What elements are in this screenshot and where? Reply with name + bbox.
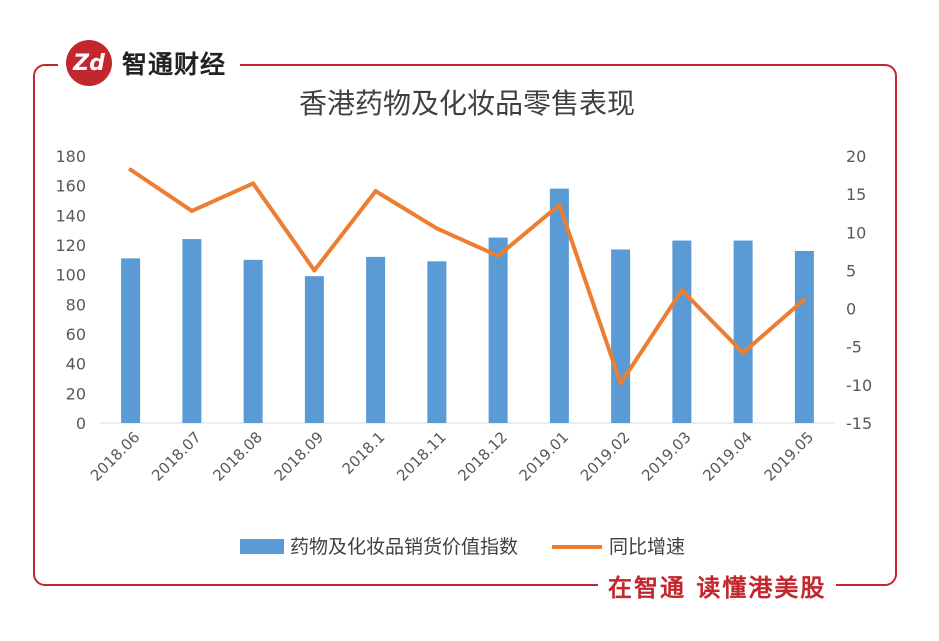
y-right-tick-label: 10 (846, 223, 866, 242)
bar (121, 258, 141, 423)
x-tick-label: 2019.05 (761, 428, 818, 485)
line-point (496, 253, 501, 258)
line-series (128, 167, 807, 386)
legend: 药物及化妆品销货价值指数 同比增速 (240, 536, 685, 558)
line-point (679, 288, 684, 293)
x-tick-label: 2018.1 (339, 428, 389, 478)
bar (549, 188, 569, 423)
y-left-tick-label: 0 (76, 414, 86, 433)
x-tick-label: 2018.08 (209, 428, 266, 485)
x-tick-label: 2018.09 (271, 428, 328, 485)
x-tick-label: 2018.11 (393, 428, 450, 485)
line-point (189, 208, 194, 213)
y-right-tick-label: -10 (846, 376, 872, 395)
x-tick-labels: 2018.06 2018.07 2018.08 2018.09 2018.1 2018.1… (87, 428, 817, 485)
bar-series (121, 188, 814, 423)
brand-logo-icon: Zd (66, 40, 112, 86)
y-right-tick-label: 20 (846, 147, 866, 166)
y-left-tick-label: 140 (55, 206, 86, 225)
y-right-tick-label: 15 (846, 185, 866, 204)
y-left-tick-label: 120 (55, 236, 86, 255)
y-right-tick-label: -5 (846, 338, 862, 357)
bar (488, 237, 508, 423)
y-left-tick-label: 100 (55, 266, 86, 285)
line-point (802, 297, 807, 302)
y-left-tick-label: 60 (66, 325, 86, 344)
y-left-tick-label: 160 (55, 177, 86, 196)
bar (427, 261, 447, 423)
y-right-tick-label: 0 (846, 300, 856, 319)
y-left-ticks: 0 20 40 60 80 100 120 140 160 180 (55, 147, 86, 433)
bar (794, 250, 814, 423)
x-tick-label: 2018.06 (87, 428, 144, 485)
line-series-path (128, 167, 807, 386)
line-point (373, 189, 378, 194)
slogan-text: 在智通 读懂港美股 (598, 566, 837, 604)
x-tick-label: 2019.01 (516, 428, 573, 485)
x-tick-label: 2018.07 (148, 428, 205, 485)
line-point (128, 167, 133, 172)
brand-header: Zd 智通财经 (58, 36, 241, 90)
y-left-tick-label: 40 (66, 355, 86, 374)
y-right-ticks: -15 -10 -5 0 5 10 15 20 (846, 147, 872, 433)
x-tick-label: 2019.03 (638, 428, 695, 485)
bar (182, 239, 202, 423)
x-tick-label: 2019.02 (577, 428, 634, 485)
bar (733, 240, 753, 423)
bar (611, 249, 631, 423)
bar (672, 240, 692, 423)
y-right-tick-label: -15 (846, 414, 872, 433)
line-point (618, 381, 623, 386)
line-point (251, 181, 256, 186)
legend-line-label: 同比增速 (609, 536, 685, 558)
bar (366, 256, 386, 423)
bar (243, 259, 263, 423)
y-left-tick-label: 20 (66, 384, 86, 403)
chart-title: 香港药物及化妆品零售表现 (299, 87, 635, 120)
legend-bar-swatch (240, 539, 284, 554)
bar (304, 276, 324, 423)
x-tick-label: 2018.12 (454, 428, 511, 485)
legend-bar-label: 药物及化妆品销货价值指数 (290, 536, 518, 558)
y-left-tick-label: 180 (55, 147, 86, 166)
line-point (557, 202, 562, 207)
line-point (434, 226, 439, 231)
brand-name: 智通财经 (122, 50, 227, 79)
x-tick-label: 2019.04 (699, 428, 756, 485)
y-right-tick-label: 5 (846, 261, 856, 280)
line-point (741, 350, 746, 355)
chart-frame (33, 64, 897, 586)
line-point (312, 268, 317, 273)
y-left-tick-label: 80 (66, 295, 86, 314)
